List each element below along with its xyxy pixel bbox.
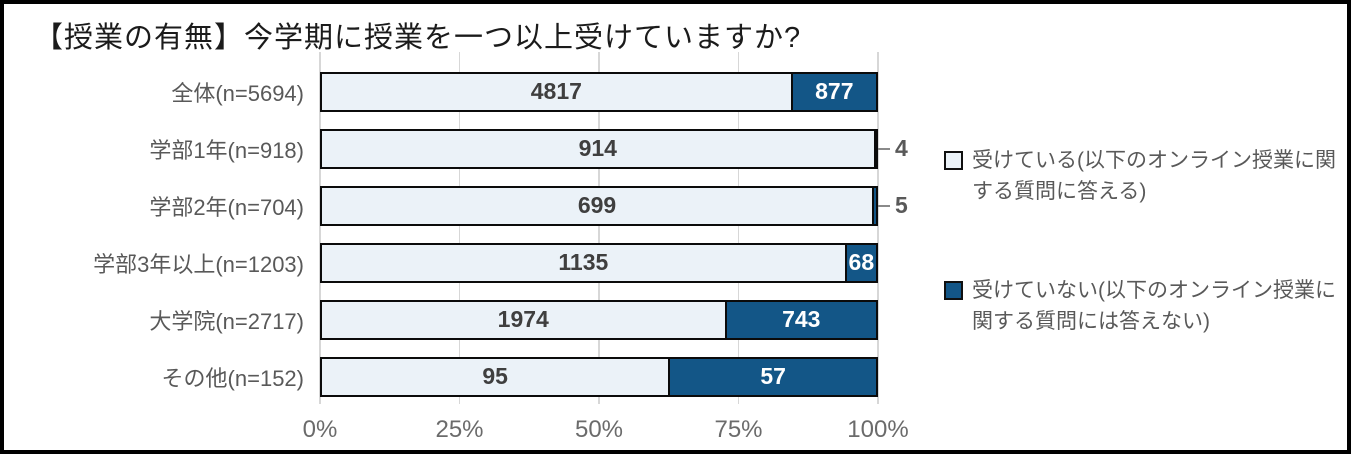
segment-not-taking-classes: 877: [790, 73, 876, 110]
outside-value-label: 4: [895, 135, 908, 161]
segment-not-taking-classes: [872, 187, 876, 224]
value-label: 743: [782, 306, 821, 332]
value-label: 914: [578, 135, 617, 161]
legend-label: 受けている(以下のオンライン授業に関する質問に答える): [972, 149, 1336, 204]
leader-line: [878, 147, 890, 150]
value-label: 95: [482, 363, 508, 389]
table-row: 大学院(n=2717) 1974 743: [4, 291, 1347, 348]
value-label: 699: [577, 192, 617, 218]
table-row: 全体(n=5694) 4817 877: [4, 63, 1347, 120]
chart-title: 【授業の有無】今学期に授業を一つ以上受けていますか?: [34, 22, 802, 54]
table-row: 学部2年(n=704) 5 699: [4, 177, 1347, 234]
legend: 受けている(以下のオンライン授業に関する質問に答える) 受けていない(以下のオンラ…: [944, 145, 1346, 337]
segment-taking-classes: 1974: [322, 301, 725, 338]
bar-track: 95 57: [320, 356, 878, 397]
category-label: その他(n=152): [161, 365, 304, 391]
category-label: 学部1年(n=918): [149, 137, 304, 163]
bar-track: 4817 877: [320, 71, 878, 112]
segment-not-taking-classes: [873, 130, 876, 167]
x-axis-tick: 50%: [574, 416, 624, 443]
segment-taking-classes: 914: [322, 130, 874, 167]
table-row: 学部1年(n=918) 4 914: [4, 120, 1347, 177]
segment-not-taking-classes: 743: [724, 301, 876, 338]
value-label: 57: [760, 363, 786, 389]
segment-taking-classes: 1135: [322, 244, 845, 281]
outside-value: 5: [876, 188, 908, 224]
table-row: その他(n=152) 95 57: [4, 348, 1347, 405]
legend-item: 受けている(以下のオンライン授業に関する質問に答える): [944, 145, 1346, 207]
value-label: 68: [848, 249, 875, 275]
value-label: 1135: [558, 249, 609, 275]
bar-track: 1974 743: [320, 299, 878, 340]
legend-marker: [944, 281, 963, 301]
category-label: 学部3年以上(n=1203): [93, 251, 304, 277]
value-label: 1974: [497, 306, 549, 332]
category-label: 学部2年(n=704): [149, 194, 304, 220]
segment-taking-classes: 4817: [322, 73, 791, 110]
value-label: 877: [815, 78, 854, 104]
segment-taking-classes: 699: [322, 187, 873, 224]
gridline: [737, 52, 740, 404]
x-axis-tick: 25%: [435, 416, 484, 443]
chart-rows: 全体(n=5694) 4817 877 学部1年(n=918) 4 914 学部2年(n=7…: [4, 63, 1347, 405]
legend-item: 受けていない(以下のオンライン授業に関する質問には答えない): [944, 275, 1346, 337]
value-label: 4817: [530, 78, 582, 104]
outside-value: 4: [876, 131, 908, 167]
x-axis-tick: 100%: [847, 416, 909, 443]
legend-marker: [944, 151, 963, 170]
x-axis-tick: 75%: [714, 416, 763, 443]
outside-value-label: 5: [895, 192, 908, 218]
segment-not-taking-classes: 68: [844, 244, 876, 281]
gridline: [458, 52, 461, 404]
segment-taking-classes: 95: [322, 358, 669, 395]
category-label: 大学院(n=2717): [149, 308, 304, 334]
table-row: 学部3年以上(n=1203) 1135 68: [4, 234, 1347, 291]
bar-track: 5 699: [320, 185, 908, 226]
gridlines: [319, 52, 879, 404]
gridline: [877, 52, 879, 404]
segment-not-taking-classes: 57: [668, 358, 876, 395]
gridline: [598, 52, 600, 404]
legend-label: 受けていない(以下のオンライン授業に関する質問には答えない): [972, 279, 1336, 334]
category-label: 全体(n=5694): [171, 80, 304, 106]
bar-track: 1135 68: [320, 242, 878, 283]
x-axis: 0% 25% 50% 75% 100%: [303, 416, 909, 448]
gridline: [319, 52, 321, 404]
x-axis-tick: 0%: [302, 416, 338, 443]
leader-line: [878, 204, 890, 207]
bar-track: 4 914: [320, 128, 908, 169]
